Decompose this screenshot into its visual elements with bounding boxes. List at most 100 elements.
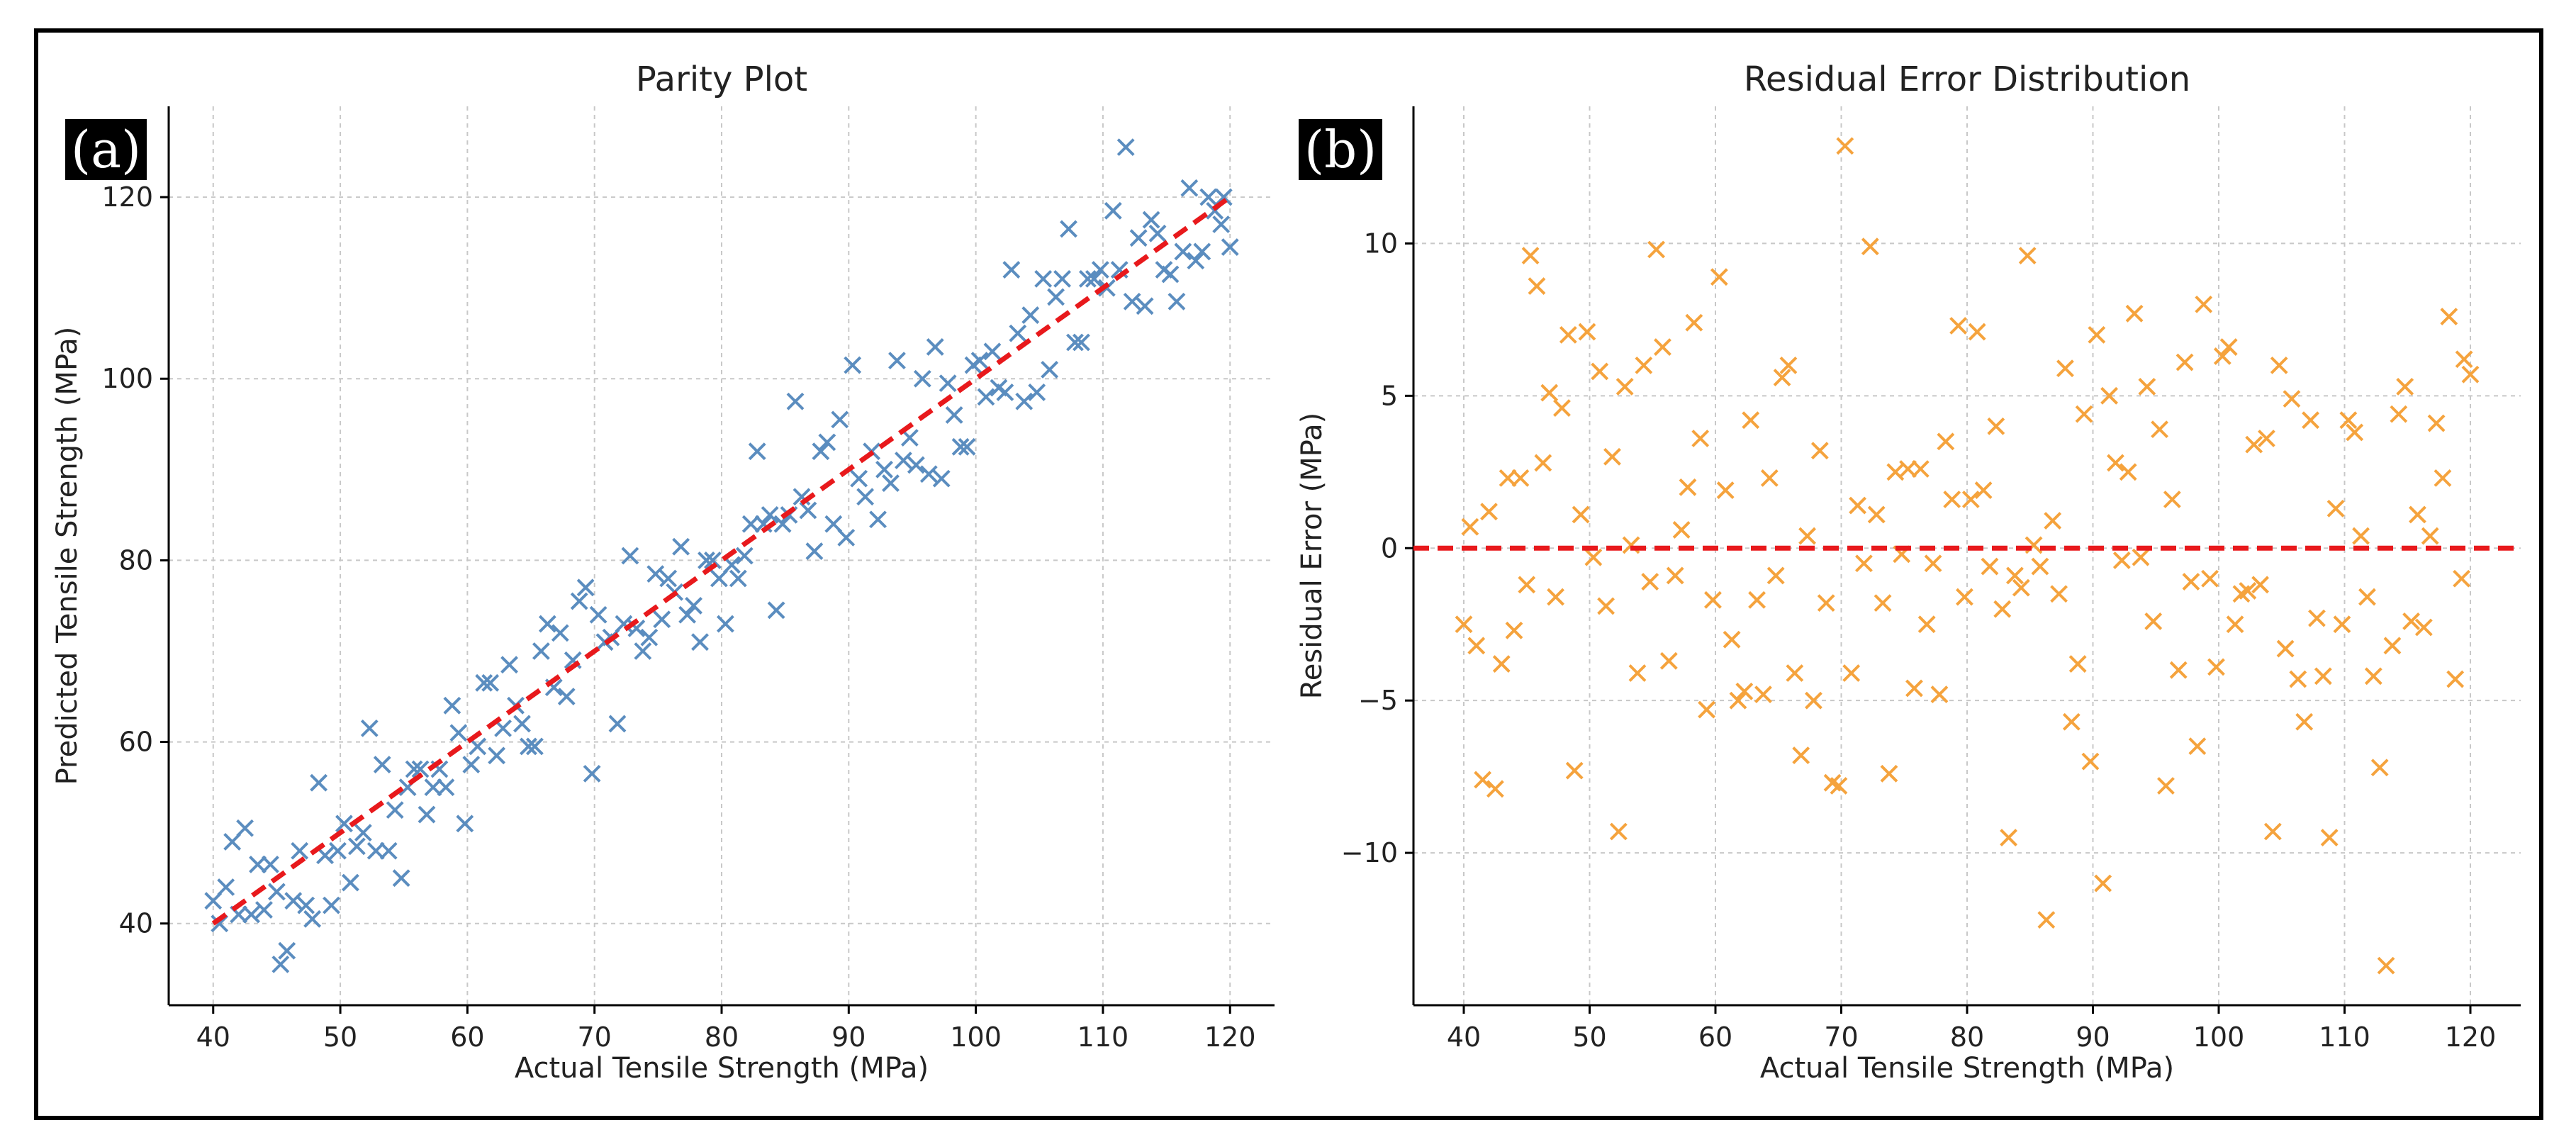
- parity-point: [1047, 288, 1065, 306]
- residual-point: [2151, 420, 2168, 439]
- parity-point: [926, 337, 944, 356]
- parity-point: [1041, 361, 1059, 379]
- parity-point: [799, 501, 817, 520]
- parity-point: [589, 605, 607, 624]
- residual-point: [1540, 384, 1559, 402]
- residual-point: [1817, 594, 1835, 612]
- residual-point: [2320, 829, 2339, 847]
- parity-point: [761, 505, 779, 524]
- residual-point: [1635, 356, 1653, 374]
- parity-point: [1021, 306, 1040, 325]
- residual-point: [1723, 630, 1741, 649]
- residual-point: [2107, 454, 2124, 472]
- parity-point: [557, 688, 576, 705]
- parity-point: [1123, 292, 1141, 310]
- parity-point: [875, 460, 893, 479]
- parity-point: [888, 352, 906, 370]
- residual-point: [1874, 594, 1892, 612]
- residual-point: [1615, 378, 1634, 396]
- residual-point: [1654, 338, 1671, 356]
- residual-x-tick-label: 100: [2193, 1022, 2245, 1053]
- parity-point: [812, 442, 830, 461]
- residual-point: [1899, 460, 1917, 478]
- parity-point: [850, 469, 868, 488]
- residual-point: [2276, 639, 2295, 658]
- parity-point: [570, 592, 588, 610]
- residual-x-tick-label: 120: [2445, 1022, 2497, 1053]
- residual-point: [2100, 386, 2118, 405]
- parity-point: [1085, 269, 1103, 288]
- parity-y-tick-label: 100: [101, 363, 153, 394]
- residual-point: [2207, 658, 2225, 676]
- residual-point: [1830, 777, 1848, 795]
- residual-point: [1961, 491, 1980, 508]
- residual-point: [2068, 655, 2087, 673]
- parity-point: [646, 565, 665, 583]
- parity-point: [672, 537, 690, 556]
- residual-point: [2258, 430, 2275, 447]
- parity-point: [323, 896, 340, 914]
- residual-point: [1760, 469, 1779, 487]
- parity-point: [481, 673, 500, 692]
- parity-point: [310, 773, 328, 792]
- parity-point: [1060, 220, 1077, 238]
- residual-point: [2094, 874, 2112, 893]
- parity-point: [951, 437, 970, 456]
- residual-point: [2018, 247, 2037, 265]
- residual-point: [2163, 491, 2181, 508]
- parity-point: [373, 756, 391, 774]
- figure-frame: [34, 28, 2543, 1120]
- parity-point: [653, 610, 671, 629]
- parity-point: [1199, 188, 1218, 206]
- residual-point: [1704, 591, 1722, 609]
- parity-point: [1028, 384, 1046, 401]
- parity-point: [366, 841, 385, 860]
- parity-point: [500, 656, 518, 674]
- residual-plot-panel: 40 50 60 70 80 90 100 110 120 −10 −5 0 5 10 Residual E…: [1296, 60, 2521, 1085]
- parity-point: [1053, 269, 1071, 288]
- parity-point: [242, 905, 260, 924]
- parity-point: [386, 801, 404, 819]
- residual-point: [2044, 512, 2062, 530]
- residual-point: [1659, 651, 1678, 670]
- residual-point: [2358, 588, 2376, 606]
- residual-point: [2175, 353, 2194, 371]
- parity-point: [418, 805, 436, 824]
- parity-point: [634, 642, 652, 660]
- parity-y-tick-label: 120: [101, 181, 153, 213]
- parity-point: [291, 841, 309, 860]
- parity-x-tick-label: 40: [196, 1022, 230, 1053]
- parity-point: [869, 510, 887, 529]
- residual-point: [1805, 691, 1822, 710]
- parity-point: [204, 892, 223, 910]
- parity-point: [255, 901, 273, 919]
- residual-point: [2138, 378, 2156, 396]
- residual-point: [1924, 554, 1942, 573]
- residual-x-tick-label: 90: [2076, 1022, 2110, 1053]
- parity-point: [341, 873, 359, 892]
- parity-point: [685, 597, 702, 615]
- residual-point: [2157, 777, 2175, 795]
- residual-point: [1679, 478, 1697, 496]
- parity-point: [882, 474, 900, 492]
- residual-point: [2364, 667, 2382, 686]
- residual-point: [2302, 411, 2319, 430]
- parity-x-tick-label: 110: [1077, 1022, 1129, 1053]
- residual-point: [1905, 679, 1923, 698]
- residual-y-tick-label: 10: [1364, 228, 1398, 259]
- residual-point: [1505, 621, 1523, 639]
- parity-point: [437, 778, 455, 797]
- residual-point: [1572, 505, 1590, 524]
- parity-reference-line: [211, 195, 1232, 926]
- residual-point: [2352, 527, 2370, 545]
- parity-point: [945, 406, 963, 424]
- residual-point: [2037, 911, 2056, 929]
- residual-point: [1949, 317, 1967, 335]
- residual-x-tick-label: 110: [2319, 1022, 2370, 1053]
- residual-point: [1547, 588, 1564, 606]
- panel-b-tag: (b): [1299, 119, 1383, 180]
- residual-point: [1578, 323, 1596, 341]
- residual-point: [2434, 469, 2452, 487]
- parity-x-tick-label: 80: [705, 1022, 739, 1053]
- parity-point: [223, 833, 242, 851]
